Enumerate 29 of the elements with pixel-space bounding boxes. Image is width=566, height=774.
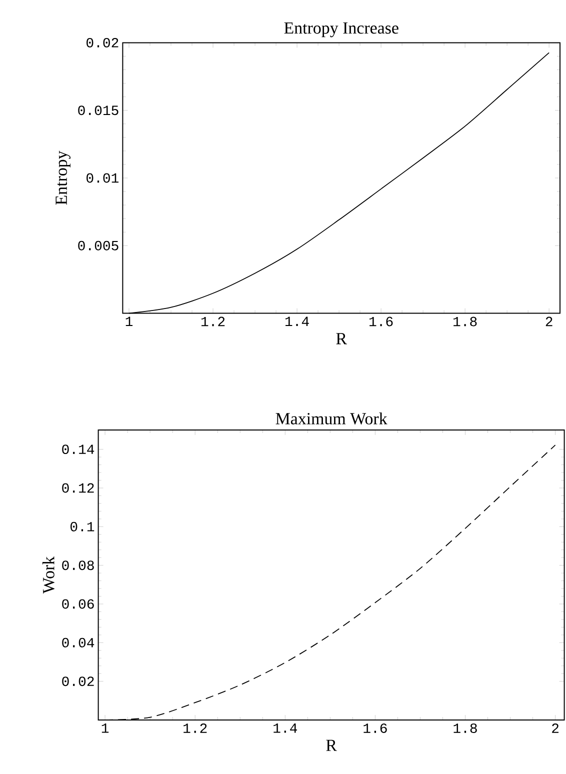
x-tick-label: 2 [546,316,552,326]
x-tick-label: 2 [552,724,558,733]
y-axis-title: Work [42,556,54,594]
x-axis-title: R [326,740,337,751]
y-tick-label: 0.01 [86,173,119,183]
y-tick-label: 0.02 [86,38,118,48]
y-tick-label: 0.06 [62,599,94,609]
x-axis-title: R [336,333,347,344]
x-tick-label: 1 [126,316,133,326]
chart-title: Maximum Work [276,412,388,424]
y-tick-label: 0.015 [78,106,118,116]
x-tick-label: 1.2 [184,724,207,733]
x-tick-label: 1.8 [454,316,477,326]
x-tick-label: 1.6 [364,724,387,733]
y-tick-label: 0.1 [70,522,94,532]
x-tick-label: 1.6 [370,316,393,326]
y-axis-title: Entropy [56,150,70,205]
y-tick-label: 0.12 [62,483,94,493]
x-tick-label: 1.8 [454,724,477,733]
y-tick-label: 0.08 [62,560,94,570]
x-tick-label: 1.4 [285,316,309,326]
y-tick-label: 0.14 [62,444,94,454]
x-tick-label: 1.2 [201,316,225,326]
x-tick-label: 1.4 [274,724,298,733]
y-tick-label: 0.02 [62,676,94,686]
y-tick-label: 0.04 [62,638,94,648]
chart-title: Entropy Increase [284,22,398,38]
y-tick-label: 0.005 [78,240,118,250]
x-tick-label: 1 [102,724,109,733]
